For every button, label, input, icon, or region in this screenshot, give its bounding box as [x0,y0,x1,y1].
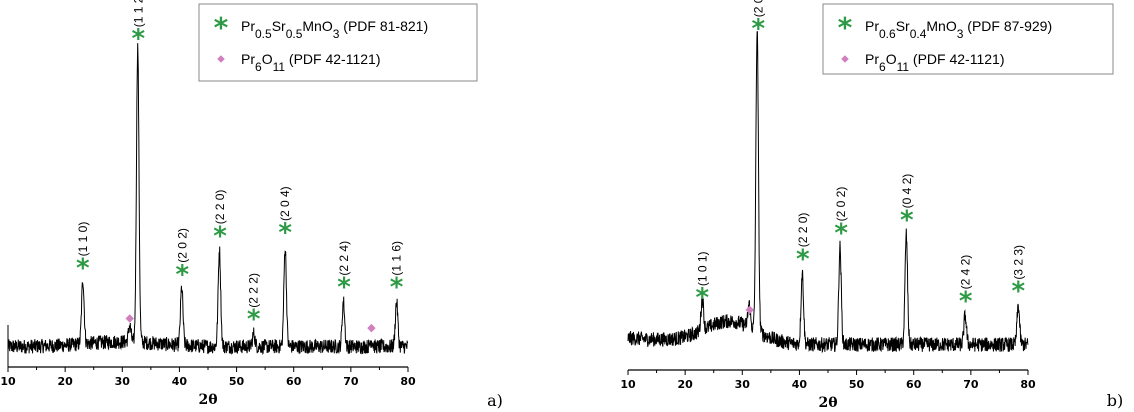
phase-star-marker: * [247,305,261,335]
legend-entry-label: Pr0.5Sr0.5MnO3 (PDF 81-821) [241,18,428,41]
x-tick-label: 60 [286,375,302,388]
miller-index-label: (0 4 2) [900,174,914,209]
x-tick-label: 50 [849,378,865,391]
x-tick-label: 40 [792,378,808,391]
legend-entry-label: Pr6O11 (PDF 42-1121) [241,51,381,74]
miller-index-label: (1 1 2) [131,0,145,27]
phase-star-marker: * [796,244,810,274]
x-tick-label: 20 [677,378,693,391]
phase-star-marker: * [337,273,351,303]
x-tick-label: 30 [735,378,751,391]
miller-index-label: (2 0 0) [751,0,765,17]
miller-index-label: (1 1 6) [390,241,404,276]
phase-star-marker: * [278,218,292,248]
x-tick-label: 20 [57,375,73,388]
legend-box [198,3,478,82]
xrd-pattern-line [7,43,409,356]
x-axis-label: 2θ [818,395,837,411]
x-tick-label: 70 [963,378,979,391]
miller-index-label: (2 2 4) [337,241,351,276]
x-tick-label: 10 [0,375,16,388]
legend: * Pr0.5Sr0.5MnO3 (PDF 81-821) Pr6O11 (PDF … [198,3,478,82]
impurity-diamond-marker [125,314,134,323]
x-tick-label: 10 [620,378,636,391]
legend-star-icon: * [838,11,853,44]
phase-star-marker: * [1011,277,1025,307]
phase-star-marker: * [76,253,90,283]
phase-star-marker: * [390,273,404,303]
x-tick-label: 30 [115,375,131,388]
x-axis-label: 2θ [198,392,217,408]
legend-entry-label: Pr0.6Sr0.4MnO3 (PDF 87-929) [865,18,1052,41]
legend-diamond-icon [841,55,849,63]
miller-index-label: (3 2 3) [1011,245,1025,280]
impurity-diamond-marker [745,305,754,315]
x-tick-label: 60 [906,378,922,391]
miller-index-label: (2 0 4) [278,186,292,221]
legend-entry-label: Pr6O11 (PDF 42-1121) [865,51,1005,74]
miller-index-label: (2 2 0) [796,213,810,248]
phase-star-marker: * [834,218,848,248]
panel-label: b) [1107,391,1123,410]
miller-index-label: (2 2 2) [247,273,261,308]
phase-star-marker: * [175,260,189,290]
legend: * Pr0.6Sr0.4MnO3 (PDF 87-929) Pr6O11 (PDF … [822,3,1114,75]
miller-index-label: (2 0 2) [175,228,189,263]
miller-index-label: (1 0 1) [695,251,709,286]
miller-index-label: (2 2 0) [213,190,227,225]
xrd-pattern-line [627,31,1029,354]
phase-star-marker: * [695,283,709,313]
x-tick-label: 40 [172,375,188,388]
phase-star-marker: * [213,221,227,251]
phase-star-marker: * [131,24,145,54]
x-tick-label: 70 [343,375,359,388]
x-tick-label: 50 [229,375,245,388]
phase-star-marker: * [751,14,765,44]
legend-star-icon: * [214,11,229,44]
miller-index-label: (1 1 0) [76,222,90,257]
phase-star-marker: * [900,205,914,235]
phase-star-marker: * [959,286,973,316]
legend-diamond-icon [217,55,225,63]
x-tick-label: 80 [400,375,416,388]
x-tick-label: 80 [1020,378,1036,391]
miller-index-label: (2 4 2) [959,255,973,290]
impurity-diamond-marker [367,323,376,333]
miller-index-label: (2 0 2) [834,187,848,222]
panel-label: a) [487,391,503,410]
legend-box [822,3,1114,75]
